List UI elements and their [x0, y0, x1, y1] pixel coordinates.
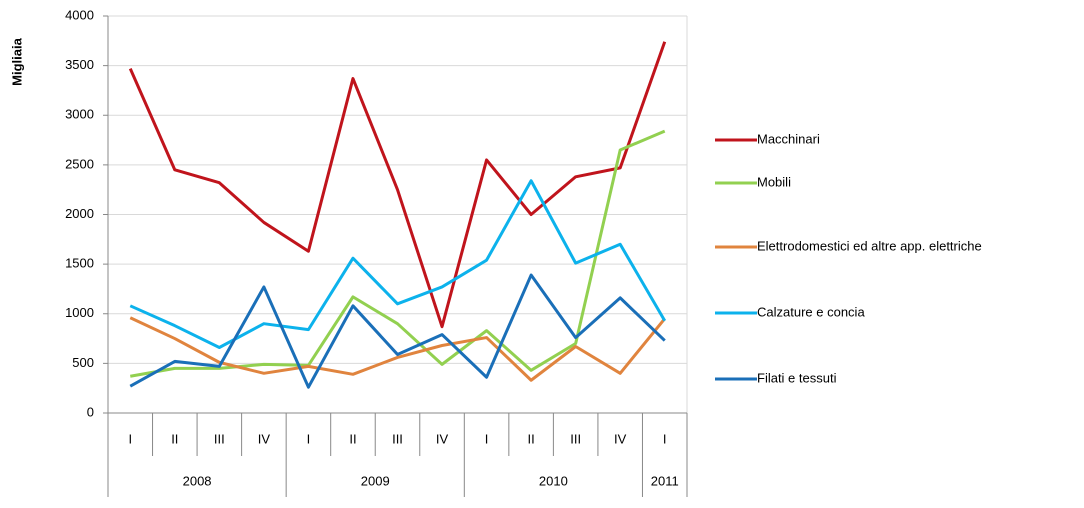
- x-tick-label: III: [570, 431, 581, 446]
- y-tick-label: 1000: [65, 305, 94, 320]
- y-tick-label: 2000: [65, 206, 94, 221]
- x-tick-label: I: [307, 431, 311, 446]
- year-label: 2011: [651, 473, 679, 488]
- legend-label: Calzature e concia: [757, 304, 865, 319]
- series-line: [129, 179, 667, 349]
- x-tick-label: I: [485, 431, 489, 446]
- x-tick-label: IV: [614, 431, 627, 446]
- year-label: 2009: [361, 473, 390, 488]
- x-tick-label: II: [171, 431, 178, 446]
- y-tick-label: 500: [72, 355, 94, 370]
- series-line: [130, 129, 666, 378]
- series-line: [129, 273, 666, 389]
- year-label: 2010: [539, 473, 568, 488]
- y-tick-label: 0: [87, 404, 94, 419]
- y-tick-label: 4000: [65, 7, 94, 22]
- y-tick-label: 1500: [65, 256, 94, 271]
- x-tick-label: II: [527, 431, 534, 446]
- legend-label: Filati e tessuti: [757, 370, 837, 385]
- legend-label: Elettrodomestici ed altre app. elettrich…: [757, 238, 982, 253]
- series-line: [129, 316, 666, 382]
- x-tick-label: IV: [258, 431, 271, 446]
- x-tick-label: III: [392, 431, 403, 446]
- x-tick-label: I: [663, 431, 667, 446]
- series-line: [128, 41, 667, 329]
- legend-label: Mobili: [757, 174, 791, 189]
- x-tick-label: IV: [436, 431, 449, 446]
- x-tick-label: II: [349, 431, 356, 446]
- x-tick-label: III: [214, 431, 225, 446]
- legend-label: Macchinari: [757, 131, 820, 146]
- y-tick-label: 3500: [65, 57, 94, 72]
- y-tick-label: 2500: [65, 156, 94, 171]
- year-label: 2008: [183, 473, 212, 488]
- y-axis-label: Migliaia: [9, 37, 24, 85]
- y-tick-label: 3000: [65, 107, 94, 122]
- x-tick-label: I: [128, 431, 132, 446]
